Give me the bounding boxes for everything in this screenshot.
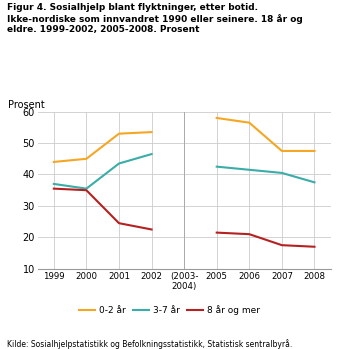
- Text: Kilde: Sosialhjelpstatistikk og Befolkningsstatistikk, Statistisk sentralbyrå.: Kilde: Sosialhjelpstatistikk og Befolkni…: [7, 339, 292, 349]
- Text: Figur 4. Sosialhjelp blant flyktninger, etter botid.
Ikke-nordiske som innvandre: Figur 4. Sosialhjelp blant flyktninger, …: [7, 3, 302, 35]
- Text: Prosent: Prosent: [8, 100, 45, 110]
- Legend: 0-2 år, 3-7 år, 8 år og mer: 0-2 år, 3-7 år, 8 år og mer: [76, 302, 263, 319]
